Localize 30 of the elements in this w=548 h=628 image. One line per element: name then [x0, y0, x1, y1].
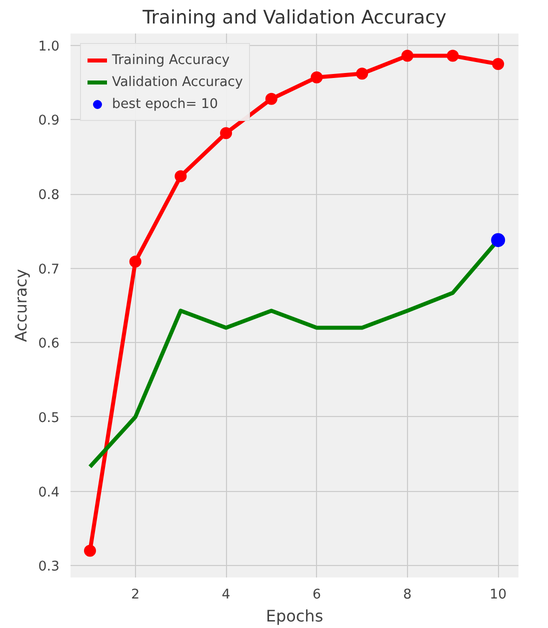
- y-tick-label: 0.4: [38, 485, 60, 500]
- point: [401, 50, 414, 62]
- chart-title: Training and Validation Accuracy: [142, 8, 446, 28]
- x-tick-label: 4: [222, 588, 230, 602]
- y-tick-label: 0.5: [38, 410, 60, 426]
- point: [174, 170, 187, 182]
- point: [265, 92, 278, 105]
- x-tick-label: 6: [312, 588, 321, 602]
- point: [310, 71, 323, 84]
- y-tick-label: 1.0: [38, 39, 60, 54]
- y-axis-title: Accuracy: [11, 268, 30, 342]
- x-tick-label: 2: [131, 588, 140, 602]
- y-tick-label: 0.3: [38, 560, 60, 575]
- x-tick-label: 8: [403, 588, 412, 602]
- x-tick-label: 10: [490, 588, 507, 602]
- point: [84, 544, 96, 557]
- point: [129, 256, 142, 268]
- legend-label: Training Accuracy: [112, 52, 230, 68]
- y-tick-label: 0.9: [38, 114, 60, 129]
- point: [220, 127, 232, 140]
- point: [491, 233, 506, 248]
- y-tick-label: 0.6: [38, 336, 60, 352]
- y-tick-label: 0.8: [38, 188, 60, 204]
- point: [446, 50, 459, 62]
- y-tick-label: 0.7: [38, 262, 60, 278]
- point: [356, 68, 368, 80]
- point: [492, 58, 504, 70]
- legend-label: Validation Accuracy: [112, 74, 243, 90]
- x-axis-title: Epochs: [266, 606, 324, 626]
- legend-label: best epoch= 10: [112, 96, 218, 112]
